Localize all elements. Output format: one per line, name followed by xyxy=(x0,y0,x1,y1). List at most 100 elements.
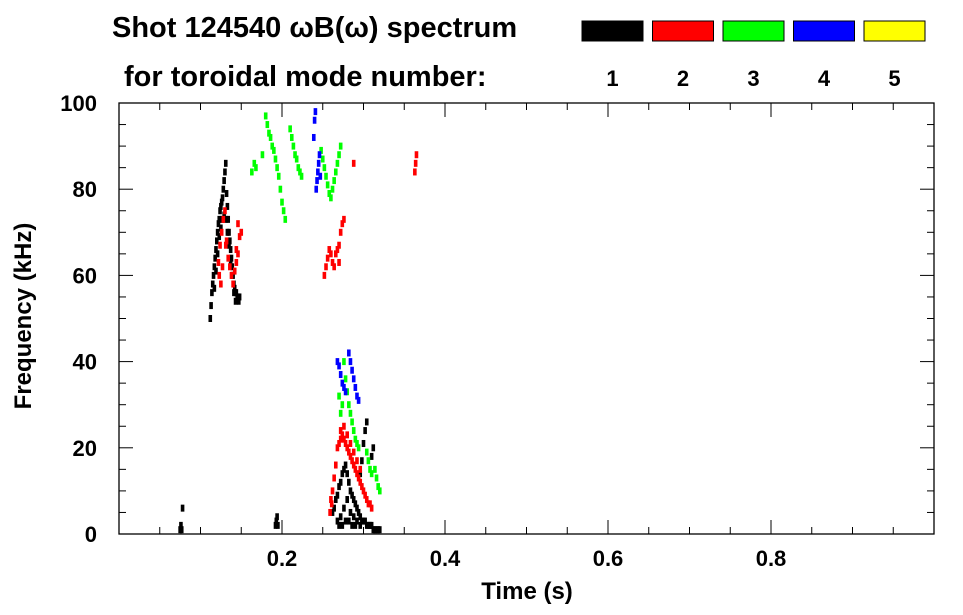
y-tick-label: 40 xyxy=(73,350,97,375)
data-point xyxy=(337,392,341,400)
data-point xyxy=(355,392,359,400)
data-point xyxy=(273,521,278,529)
data-point xyxy=(293,151,297,159)
data-point xyxy=(223,159,228,167)
legend-label-3: 3 xyxy=(747,66,759,91)
x-tick-labels: 0.2 0.4 0.6 0.8 xyxy=(267,546,787,571)
data-point xyxy=(338,427,343,435)
data-point xyxy=(213,254,217,262)
data-point xyxy=(342,435,346,443)
data-point xyxy=(289,133,294,141)
data-point xyxy=(350,521,354,529)
data-point xyxy=(219,280,223,288)
data-point xyxy=(355,457,359,465)
data-point xyxy=(234,258,239,266)
data-point xyxy=(348,439,353,447)
data-point xyxy=(298,168,302,176)
data-point xyxy=(338,478,343,486)
data-point xyxy=(320,155,325,163)
data-point xyxy=(215,250,220,258)
data-point xyxy=(360,483,364,491)
data-point xyxy=(327,190,332,198)
data-point xyxy=(220,263,225,271)
data-point xyxy=(342,215,346,223)
data-point xyxy=(338,371,343,379)
data-point xyxy=(347,349,351,357)
data-point xyxy=(318,172,323,180)
data-point xyxy=(332,504,336,512)
data-point xyxy=(217,271,222,279)
data-point xyxy=(348,452,353,460)
data-point xyxy=(210,289,214,297)
data-point xyxy=(342,504,346,512)
legend-swatch-3 xyxy=(722,20,785,42)
y-tick-labels: 0 20 40 60 80 100 xyxy=(60,91,97,547)
data-point xyxy=(353,521,358,529)
data-point xyxy=(338,142,343,150)
data-point xyxy=(328,508,332,516)
data-point xyxy=(324,263,328,271)
legend-label-2: 2 xyxy=(677,66,689,91)
data-point xyxy=(281,207,286,215)
data-point xyxy=(273,155,278,163)
data-point xyxy=(348,508,353,516)
data-point xyxy=(218,241,222,249)
data-point xyxy=(343,375,348,383)
data-point xyxy=(353,500,358,508)
data-point xyxy=(319,146,323,154)
data-point xyxy=(312,116,317,124)
data-point xyxy=(270,142,275,150)
y-axis-label: Frequency (kHz) xyxy=(10,223,37,410)
data-point xyxy=(236,220,240,228)
data-point xyxy=(322,271,327,279)
data-point xyxy=(216,258,221,266)
data-point xyxy=(351,159,356,167)
data-point xyxy=(276,521,280,529)
data-point xyxy=(374,474,379,482)
legend-label-1: 1 xyxy=(606,66,618,91)
data-point xyxy=(353,383,358,391)
data-point xyxy=(345,444,349,452)
data-point xyxy=(232,267,237,275)
data-point xyxy=(224,237,229,245)
data-point xyxy=(232,289,236,297)
data-point xyxy=(223,207,227,215)
data-point xyxy=(342,383,346,391)
data-point xyxy=(313,108,318,116)
data-point xyxy=(226,254,231,262)
series-n3 xyxy=(250,112,382,495)
data-point xyxy=(221,215,226,223)
data-point xyxy=(355,470,359,478)
data-point xyxy=(218,207,222,215)
data-point xyxy=(340,431,345,439)
data-point xyxy=(237,293,242,301)
data-point xyxy=(340,521,345,529)
data-point xyxy=(332,263,336,271)
data-point xyxy=(364,496,369,504)
data-point xyxy=(358,521,363,529)
data-point xyxy=(267,129,271,137)
x-tick-label: 0.2 xyxy=(267,546,298,571)
legend-swatch-5 xyxy=(863,20,926,42)
data-point xyxy=(227,241,231,249)
data-point xyxy=(350,457,354,465)
data-point xyxy=(234,246,239,254)
data-point xyxy=(414,151,419,159)
data-point xyxy=(330,508,335,516)
data-point xyxy=(337,151,341,159)
data-point xyxy=(265,121,270,129)
data-point xyxy=(223,215,228,223)
data-point xyxy=(340,470,345,478)
chart-subtitle: for toroidal mode number: xyxy=(124,61,487,93)
data-point xyxy=(260,151,265,159)
data-point xyxy=(335,517,340,525)
data-point xyxy=(219,198,224,206)
data-point xyxy=(338,228,343,236)
data-point xyxy=(378,487,382,495)
data-point xyxy=(343,517,348,525)
data-point xyxy=(228,263,232,271)
data-point xyxy=(338,513,343,521)
data-point xyxy=(363,491,367,499)
data-point xyxy=(340,220,345,228)
